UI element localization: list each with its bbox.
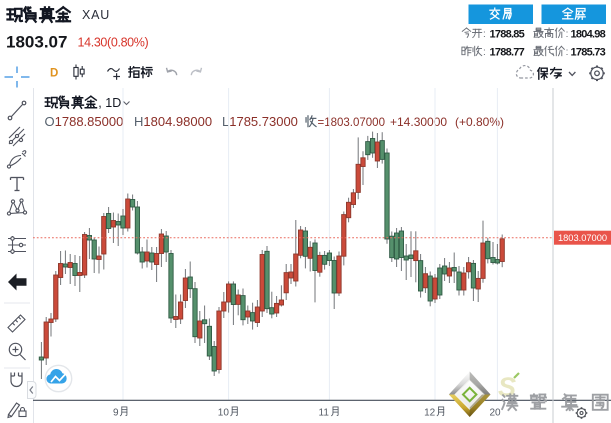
svg-text::: :: [483, 29, 486, 40]
svg-text:1788.85: 1788.85: [490, 28, 525, 40]
svg-text:+14.30000: +14.30000: [390, 115, 447, 129]
svg-text:1804.98: 1804.98: [571, 28, 606, 40]
svg-text::: :: [566, 47, 569, 58]
svg-text:14.30(0.80%): 14.30(0.80%): [78, 36, 149, 50]
svg-text:1788.77: 1788.77: [490, 47, 525, 59]
svg-text:11: 11: [319, 408, 330, 419]
svg-text:, 1D: , 1D: [98, 96, 121, 110]
svg-text:H1804.98000: H1804.98000: [134, 114, 212, 129]
svg-text:(+0.80%): (+0.80%): [455, 115, 504, 129]
svg-text:12: 12: [424, 408, 436, 419]
svg-text:D: D: [50, 68, 58, 80]
svg-text::: :: [483, 47, 486, 58]
svg-text:L1785.73000: L1785.73000: [222, 114, 298, 129]
svg-text:1803.07000: 1803.07000: [558, 233, 607, 243]
svg-text::: :: [566, 29, 569, 40]
svg-text:1785.73: 1785.73: [571, 47, 606, 59]
svg-text:=1803.07000: =1803.07000: [318, 117, 385, 129]
svg-text:O1788.85000: O1788.85000: [45, 114, 124, 129]
svg-text:1803.07: 1803.07: [6, 33, 67, 52]
svg-text:9: 9: [113, 408, 119, 419]
svg-text:10: 10: [218, 408, 230, 419]
svg-text:20: 20: [490, 408, 502, 419]
svg-text:XAU: XAU: [82, 8, 110, 22]
